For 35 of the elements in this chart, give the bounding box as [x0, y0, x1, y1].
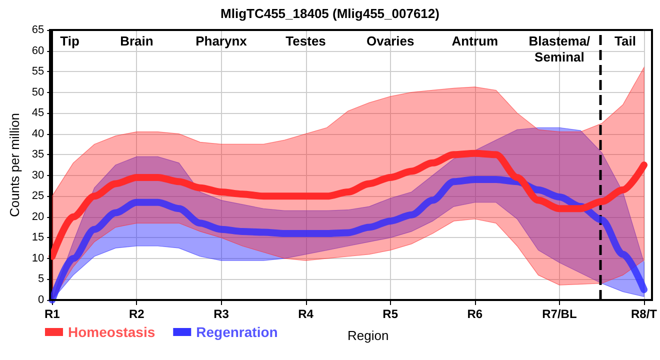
y-tick-label: 5 — [38, 273, 44, 286]
annotation: Blastema/ Seminal — [528, 34, 591, 64]
x-axis-title: Region — [347, 328, 389, 343]
x-tick-label: R8/T — [630, 307, 658, 321]
y-tick-label: 60 — [32, 44, 44, 57]
x-tick-label: R4 — [298, 307, 314, 321]
annotation: Pharynx — [196, 34, 248, 48]
y-axis-title: Counts per million — [7, 112, 22, 218]
legend-label: Homeostasis — [68, 324, 156, 340]
annotation: Brain — [120, 34, 154, 48]
annotation: Antrum — [452, 34, 498, 48]
y-tick-label: 0 — [38, 294, 44, 306]
y-tick-label: 65 — [32, 24, 44, 36]
legend-label: Regenration — [196, 324, 278, 340]
y-tick-label: 20 — [32, 210, 44, 223]
x-tick-label: R3 — [214, 307, 230, 321]
y-tick-label: 55 — [32, 66, 44, 78]
y-tick-label: 40 — [32, 128, 44, 140]
y-tick-label: 45 — [32, 107, 44, 120]
y-tick-label: 50 — [32, 86, 44, 98]
x-tick-label: R1 — [44, 307, 60, 321]
x-tick-label: R6 — [467, 307, 483, 321]
x-tick-label: R5 — [382, 307, 398, 321]
y-tick-label: 10 — [32, 252, 44, 264]
annotation: Ovaries — [366, 34, 414, 48]
y-tick-label: 25 — [32, 190, 44, 202]
y-tick-label: 15 — [32, 232, 44, 244]
x-tick-label: R2 — [129, 307, 145, 321]
annotation: Tip — [60, 34, 80, 48]
annotation: Testes — [286, 34, 326, 48]
y-tick-label: 30 — [32, 169, 44, 182]
x-tick-label: R7/BL — [542, 307, 577, 321]
annotation: Tail — [614, 34, 636, 48]
y-tick-label: 35 — [32, 148, 44, 161]
chart-title: MligTC455_18405 (Mlig455_007612) — [220, 6, 440, 21]
